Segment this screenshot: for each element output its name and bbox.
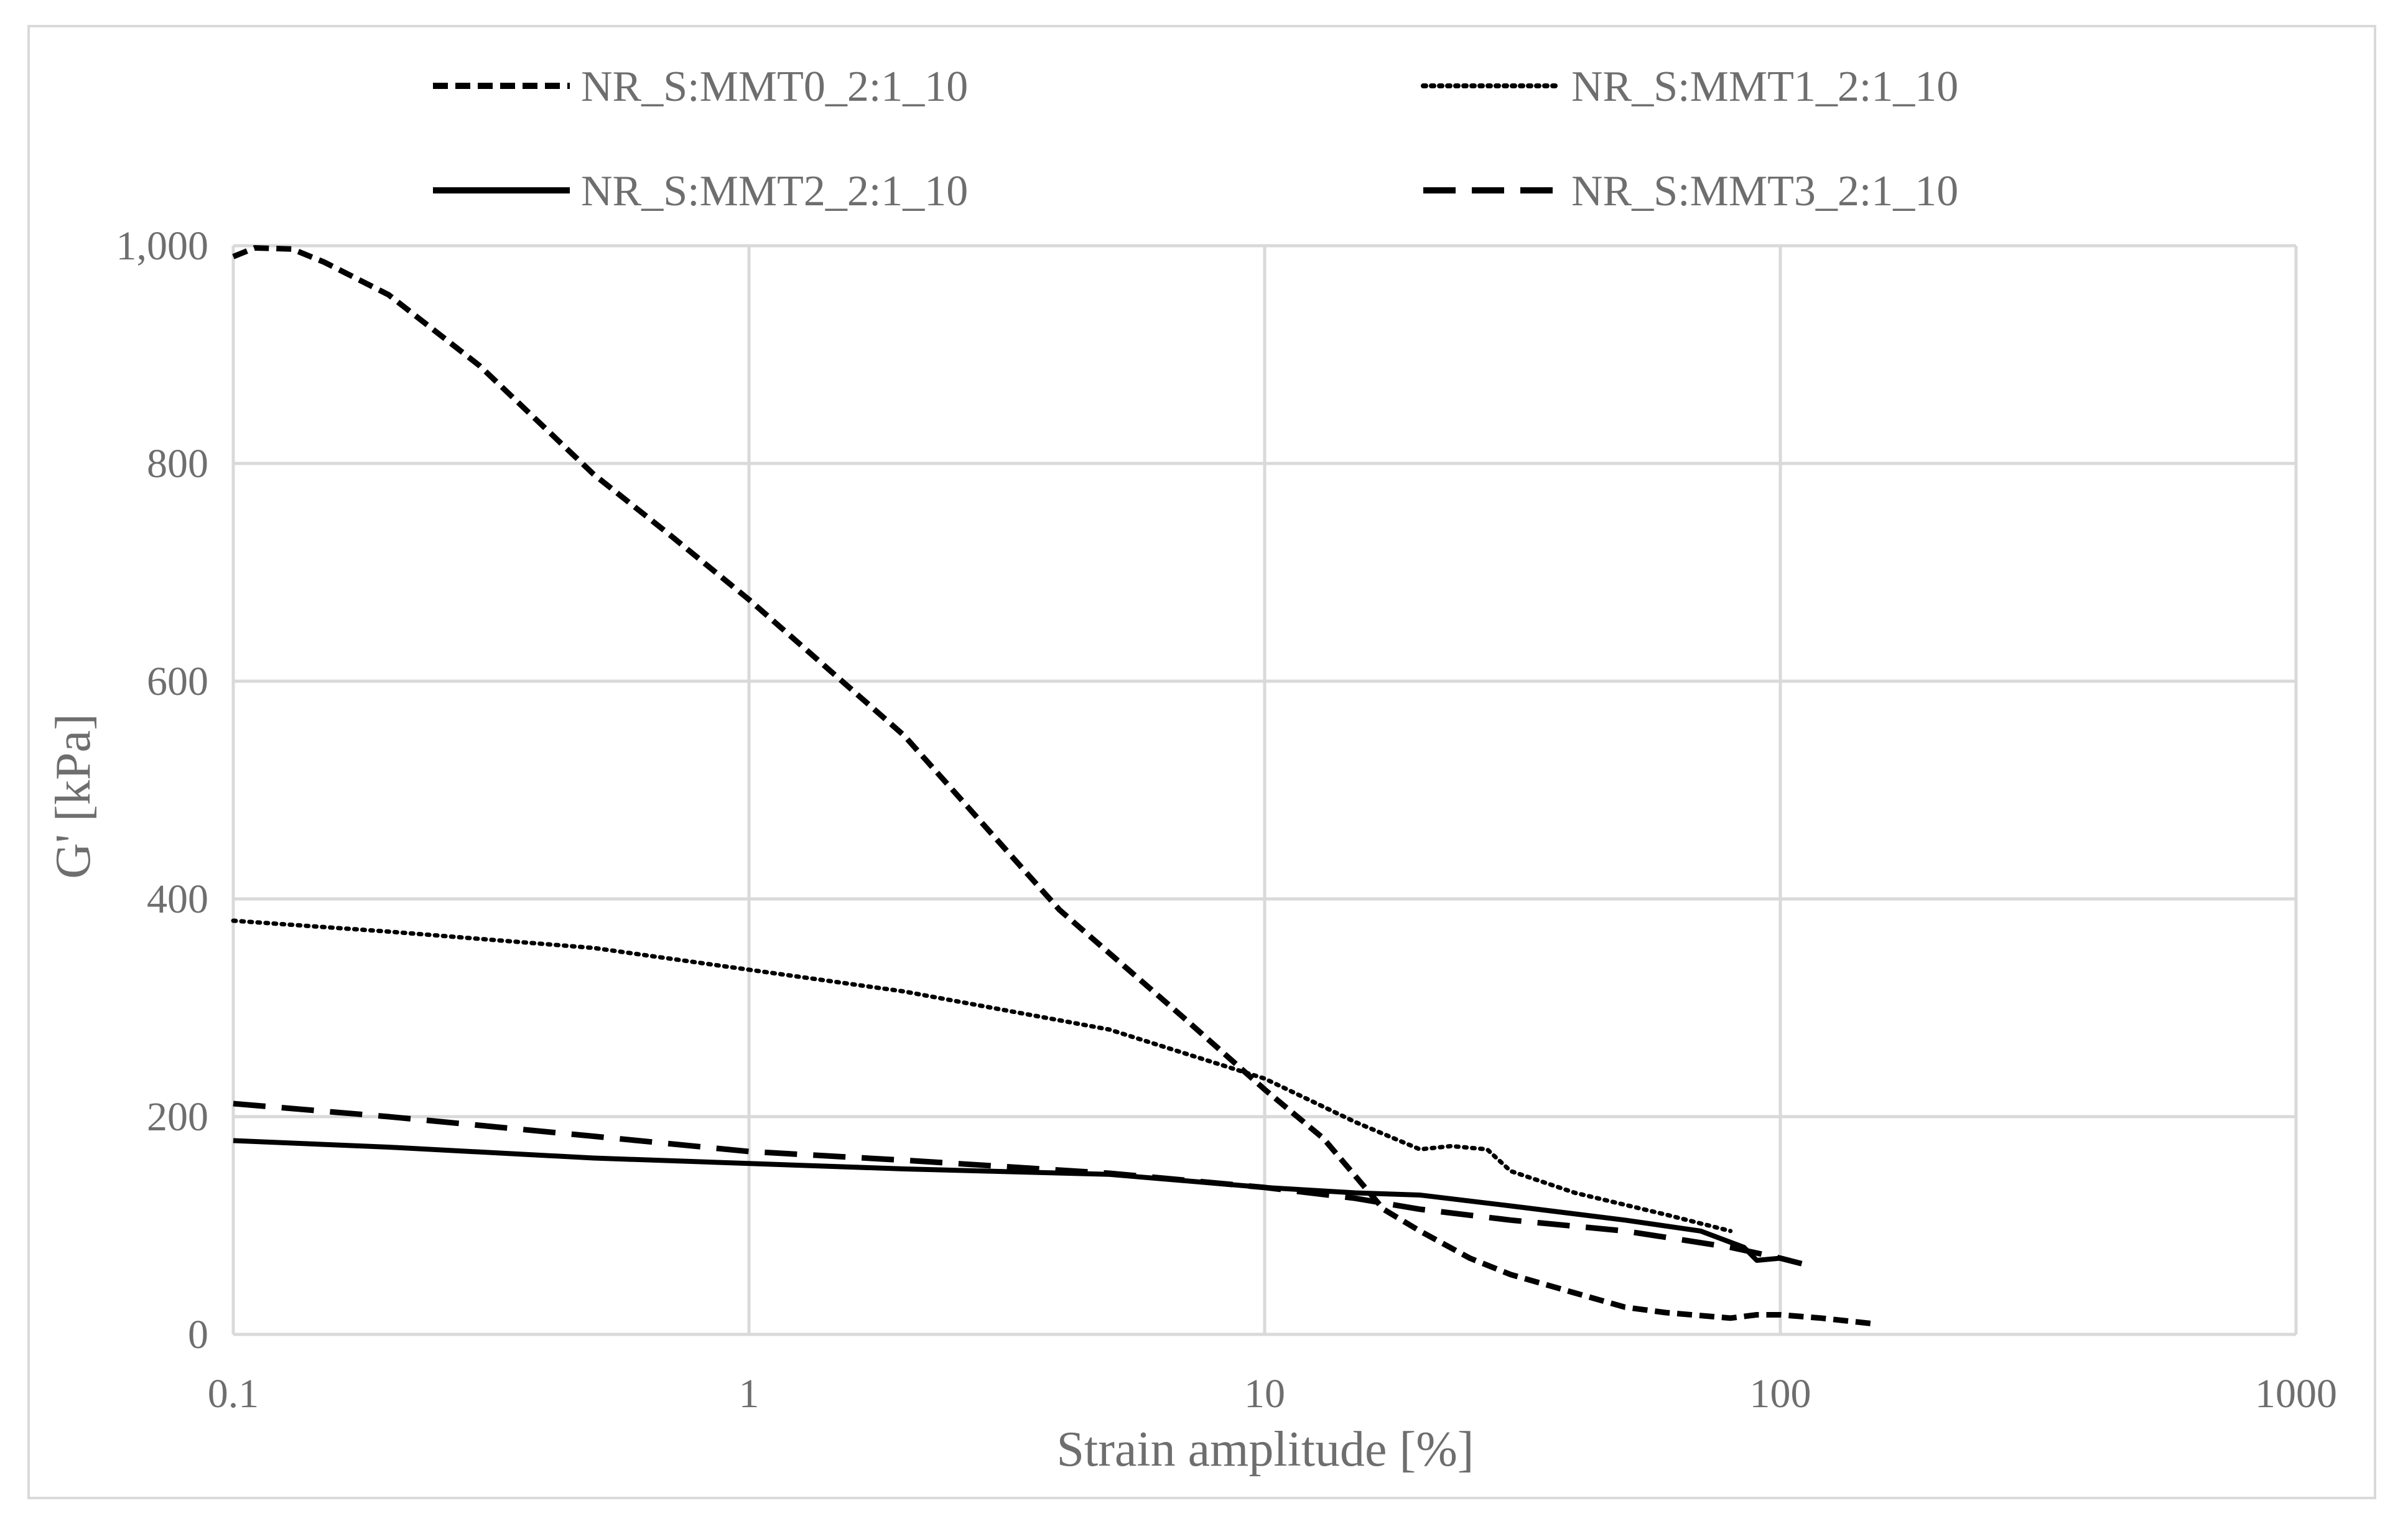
y-tick-label: 200: [147, 1094, 208, 1140]
chart-frame: 0 200 400 600 800 1,000 0.1 1 10 100 1000 NR_S:MMT…: [27, 25, 2376, 1499]
legend: NR_S:MMT0_2:1_10 NR_S:MMT1_2:1_10 NR_S:M…: [433, 63, 1958, 215]
x-tick-label: 100: [1750, 1371, 1811, 1417]
x-tick-label: 1000: [2255, 1371, 2337, 1417]
y-tick-label: 800: [147, 441, 208, 486]
x-axis-title: Strain amplitude [%]: [1057, 1422, 1474, 1477]
y-tick-label: 600: [147, 659, 208, 704]
legend-label-mmt3: NR_S:MMT3_2:1_10: [1571, 167, 1958, 215]
series-line-3: [233, 1100, 1803, 1267]
legend-label-mmt0: NR_S:MMT0_2:1_10: [581, 63, 968, 111]
x-tick-label: 0.1: [208, 1371, 259, 1417]
y-axis-title: G' [kPa]: [46, 714, 101, 878]
chart-svg: 0 200 400 600 800 1,000 0.1 1 10 100 1000 NR_S:MMT…: [46, 63, 2338, 1477]
x-tick-label: 1: [739, 1371, 760, 1417]
x-tick-label: 10: [1244, 1371, 1285, 1417]
y-tick-label: 0: [188, 1312, 208, 1357]
series-line-1: [231, 918, 1733, 1234]
legend-label-mmt1: NR_S:MMT1_2:1_10: [1571, 63, 1958, 111]
tick-layer: 0 200 400 600 800 1,000 0.1 1 10 100 1000: [116, 223, 2338, 1417]
legend-label-mmt2: NR_S:MMT2_2:1_10: [581, 167, 968, 215]
series-line-2: [233, 1138, 1803, 1267]
y-tick-label: 400: [147, 877, 208, 922]
series-layer: [231, 245, 1872, 1326]
y-tick-label: 1,000: [116, 223, 209, 269]
grid-layer: [231, 244, 2298, 1336]
series-line-0: [232, 245, 1872, 1326]
